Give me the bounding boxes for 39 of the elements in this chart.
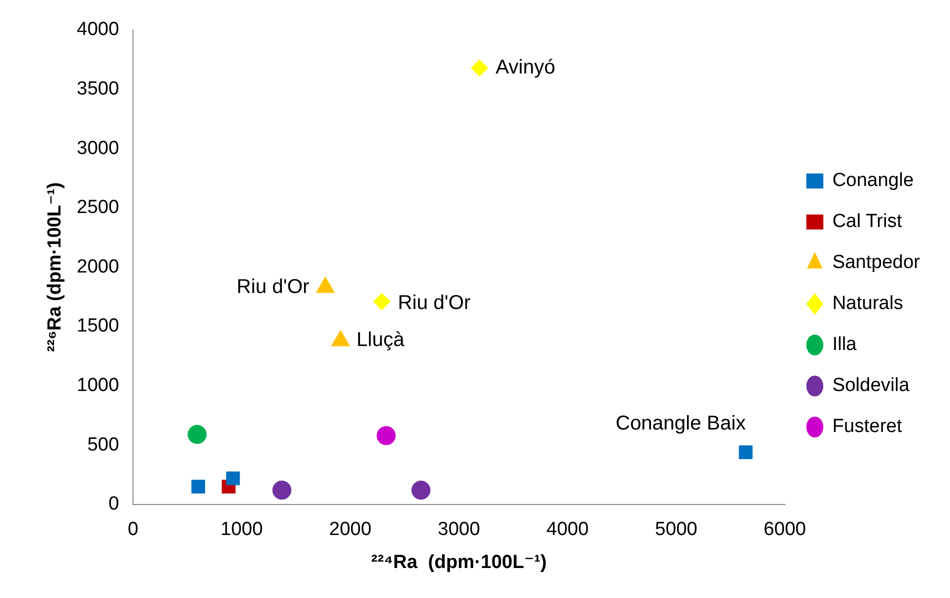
y-tick-label: 0 [108,494,120,515]
x-tick-label: 6000 [764,519,806,540]
legend-label: Illa [832,334,858,356]
legend-label: Santpedor [832,252,921,274]
point [376,426,396,446]
point [226,471,240,486]
y-tick-label: 4000 [76,19,120,40]
x-tick-label: 3000 [438,519,480,540]
y-tick-label: 2000 [76,256,120,278]
point [191,480,206,494]
legend-label: Naturals [832,293,904,314]
y-tick-label: 1500 [76,316,120,337]
y-tick-label: 3500 [76,78,120,100]
x-tick-label: 5000 [655,519,698,540]
point [272,480,292,500]
y-tick-label: 1000 [76,375,120,396]
point [188,424,207,444]
annotation: Avinyó [496,56,556,78]
x-tick-label: 4000 [546,519,589,540]
point [373,293,390,310]
annotation: Conangle Baix [616,412,746,435]
annotation: Riu d'Or [236,276,310,298]
point [471,59,488,76]
annotation: Lluçà [356,329,406,352]
legend-label: Fusteret [832,416,903,438]
point [411,480,430,500]
x-tick-label: 2000 [329,519,372,540]
y-tick-label: 500 [87,434,120,456]
point [738,445,753,460]
x-axis-title: ²²⁴Ra (dpm·100L⁻¹) [371,552,547,573]
legend-label: Cal Trist [832,211,903,232]
legend-label: Soldevila [832,375,910,396]
legend-label: Conangle [832,170,914,192]
y-axis-title: ²²⁶Ra (dpm·100L⁻¹) [44,182,66,352]
x-tick-label: 1000 [220,519,263,540]
x-tick-label: 0 [128,519,138,540]
y-tick-label: 2500 [76,197,120,218]
y-tick-label: 3000 [76,138,120,159]
annotation: Riu d'Or [398,292,471,314]
